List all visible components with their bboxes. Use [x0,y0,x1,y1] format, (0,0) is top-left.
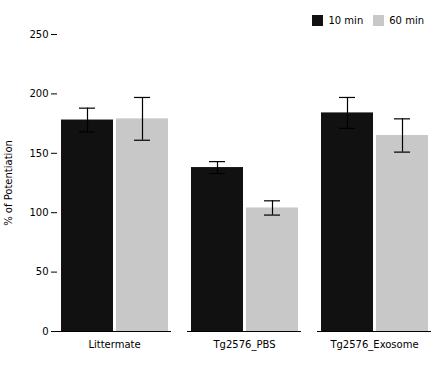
svg-text:Littermate: Littermate [88,339,140,350]
html-text:60 min: 60 min [389,15,424,26]
svg-text:Tg2576_Exosome: Tg2576_Exosome [329,339,418,351]
svg-text:250: 250 [29,29,48,40]
svg-text:150: 150 [29,148,48,159]
svg-text:100: 100 [29,207,48,218]
svg-text:0: 0 [42,326,48,337]
svg-text:200: 200 [29,88,48,99]
svg-text:Tg2576_PBS: Tg2576_PBS [213,339,276,351]
svg-text:50: 50 [36,266,49,277]
html-text:10 min: 10 min [328,15,364,26]
svg-text:% of Potentiation: % of Potentiation [3,140,14,226]
